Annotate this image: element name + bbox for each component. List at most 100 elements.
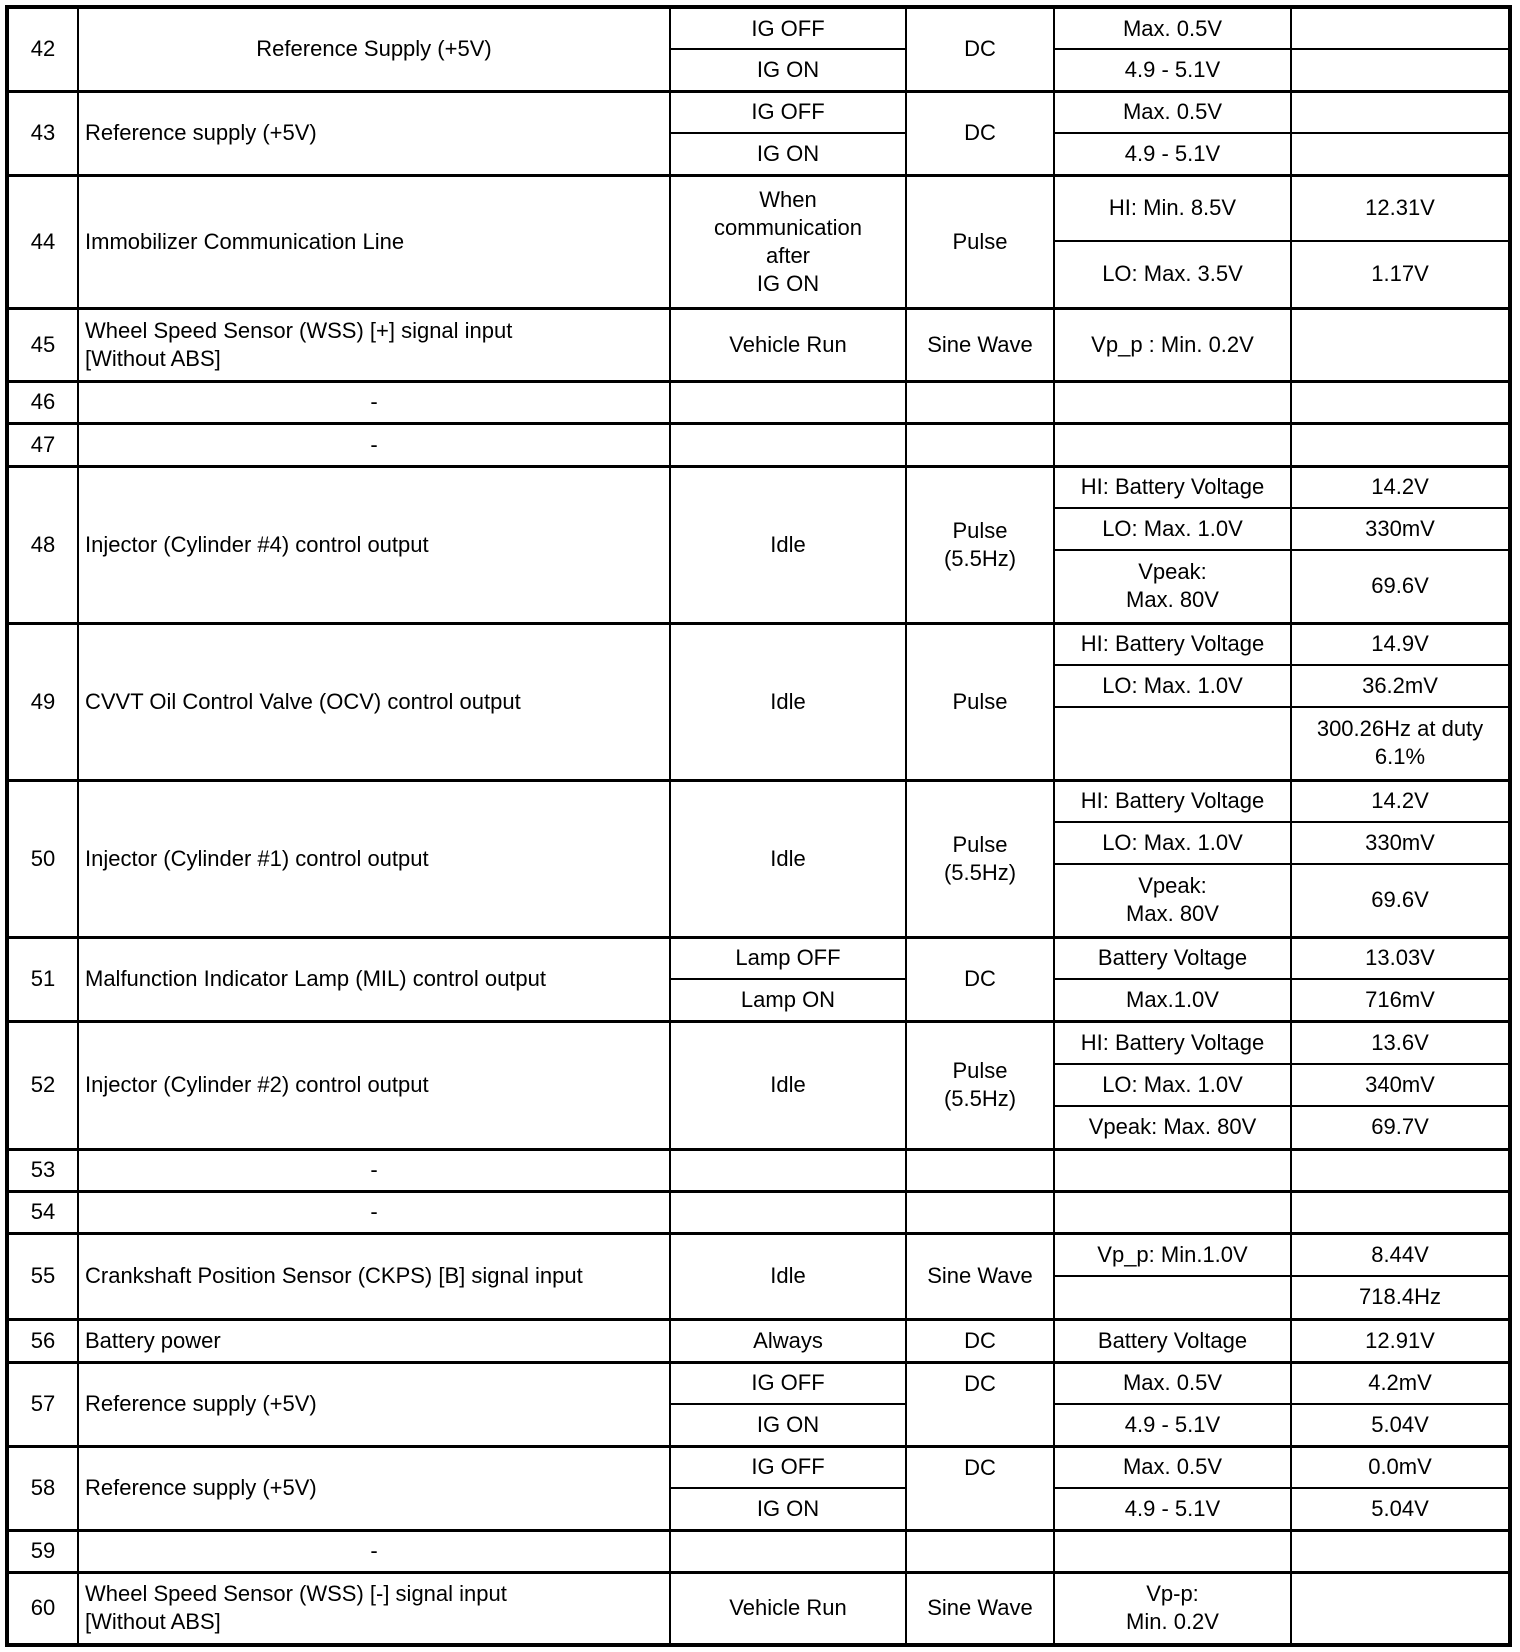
condition-cell	[669, 421, 907, 467]
condition-cell: IG ON	[669, 48, 907, 92]
pin-number: 59	[6, 1528, 79, 1573]
measured-value-cell: 69.6V	[1290, 549, 1511, 624]
specification-cell: LO: Max. 1.0V	[1053, 1063, 1292, 1107]
pin-number: 57	[6, 1360, 79, 1447]
specification-cell: Vp-p: Min. 0.2V	[1053, 1570, 1292, 1646]
signal-type-cell	[905, 421, 1055, 467]
pin-number: 42	[6, 5, 79, 92]
specification-cell: Battery Voltage	[1053, 935, 1292, 980]
table-row: 57 Reference supply (+5V) IG OFF DC Max. 0.5…	[6, 1360, 1511, 1447]
pin-number: 52	[6, 1019, 79, 1150]
signal-type-cell: DC	[905, 89, 1055, 176]
specification-cell: HI: Battery Voltage	[1053, 464, 1292, 509]
specification-cell: Max. 0.5V	[1053, 89, 1292, 134]
pin-description: -	[77, 379, 671, 424]
measured-value-cell	[1290, 1528, 1511, 1573]
signal-type-cell	[905, 1147, 1055, 1192]
table-row: 46-	[6, 379, 1511, 424]
table-row: LO: Max. 1.0V 330mV	[7, 507, 1511, 551]
measured-value-cell	[1290, 1189, 1511, 1234]
table-row: 51 Malfunction Indicator Lamp (MIL) contr…	[6, 935, 1511, 1022]
condition-cell: When communication after IG ON	[669, 173, 907, 309]
measured-value-cell	[1290, 5, 1511, 50]
condition-cell: IG OFF	[669, 1444, 907, 1489]
table-row: 718.4Hz	[7, 1275, 1511, 1320]
table-row: LO: Max. 3.5V 1.17V	[7, 240, 1511, 309]
measured-value-cell: 14.2V	[1290, 778, 1511, 823]
measured-value-cell: 330mV	[1290, 507, 1511, 551]
condition-cell: IG ON	[669, 1403, 907, 1447]
measured-value-cell: 1.17V	[1290, 240, 1511, 309]
table-row: 60 Wheel Speed Sensor (WSS) [-] signal in…	[6, 1570, 1511, 1646]
table-row: Lamp ON Max.1.0V 716mV	[7, 978, 1511, 1022]
table-row: IG ON 4.9 - 5.1V 5.04V	[7, 1487, 1511, 1531]
pin-number: 46	[6, 379, 79, 424]
condition-cell	[669, 1147, 907, 1192]
pin-number: 47	[6, 421, 79, 467]
measured-value-cell	[1290, 379, 1511, 424]
measured-value-cell: 0.0mV	[1290, 1444, 1511, 1489]
measured-value-cell	[1290, 132, 1511, 176]
specification-cell	[1053, 1189, 1292, 1234]
table-row: LO: Max. 1.0V 330mV	[7, 821, 1511, 865]
pin-description: Reference supply (+5V)	[77, 89, 671, 176]
specification-cell: 4.9 - 5.1V	[1053, 1487, 1292, 1531]
measured-value-cell: 8.44V	[1290, 1231, 1511, 1277]
pin-description: -	[77, 1147, 671, 1192]
measured-value-cell: 14.9V	[1290, 621, 1511, 666]
signal-type-cell	[905, 1189, 1055, 1234]
measured-value-cell	[1290, 1147, 1511, 1192]
pin-description: -	[77, 421, 671, 467]
table-row: 54-	[6, 1189, 1511, 1234]
measured-value-cell	[1290, 48, 1511, 92]
table-row: 52 Injector (Cylinder #2) control output I…	[6, 1019, 1511, 1150]
specification-cell: HI: Battery Voltage	[1053, 1019, 1292, 1065]
table-row: 56 Battery power Always DC Battery Voltage 12…	[6, 1317, 1511, 1363]
specification-cell: Vpeak: Max. 80V	[1053, 863, 1292, 938]
condition-cell: IG ON	[669, 1487, 907, 1531]
table-row: Vpeak: Max. 80V 69.6V	[7, 549, 1511, 624]
table-row: Vpeak: Max. 80V 69.7V	[7, 1105, 1511, 1150]
specification-cell: HI: Battery Voltage	[1053, 778, 1292, 823]
pin-number: 54	[6, 1189, 79, 1234]
pin-description: Immobilizer Communication Line	[77, 173, 671, 309]
specification-cell: LO: Max. 3.5V	[1053, 240, 1292, 309]
measured-value-cell: 330mV	[1290, 821, 1511, 865]
signal-type-cell: Pulse (5.5Hz)	[905, 778, 1055, 938]
specification-cell: Max.1.0V	[1053, 978, 1292, 1022]
signal-type-cell: Pulse	[905, 173, 1055, 309]
pin-description: CVVT Oil Control Valve (OCV) control out…	[77, 621, 671, 781]
signal-type-cell	[905, 379, 1055, 424]
pin-description: -	[77, 1528, 671, 1573]
measured-value-cell: 300.26Hz at duty 6.1%	[1290, 706, 1511, 781]
signal-type-cell: Sine Wave	[905, 1231, 1055, 1320]
specification-cell: HI: Battery Voltage	[1053, 621, 1292, 666]
specification-cell: Battery Voltage	[1053, 1317, 1292, 1363]
pin-number: 48	[6, 464, 79, 624]
specification-cell: Vp_p: Min.1.0V	[1053, 1231, 1292, 1277]
signal-type-cell: DC	[905, 1444, 1055, 1531]
specification-cell	[1053, 1275, 1292, 1320]
table-row: IG ON 4.9 - 5.1V 5.04V	[7, 1403, 1511, 1447]
measured-value-cell: 5.04V	[1290, 1403, 1511, 1447]
pin-description: Injector (Cylinder #1) control output	[77, 778, 671, 938]
condition-cell: Lamp ON	[669, 978, 907, 1022]
pin-description: Injector (Cylinder #2) control output	[77, 1019, 671, 1150]
pin-spec-table: 42 Reference Supply (+5V) IG OFF DC Max. 0.5…	[5, 5, 1512, 1647]
condition-cell: Always	[669, 1317, 907, 1363]
measured-value-cell	[1290, 1570, 1511, 1646]
specification-cell: LO: Max. 1.0V	[1053, 664, 1292, 708]
table-row: LO: Max. 1.0V 36.2mV	[7, 664, 1511, 708]
pin-description: Malfunction Indicator Lamp (MIL) control…	[77, 935, 671, 1022]
condition-cell: Vehicle Run	[669, 306, 907, 382]
condition-cell: Vehicle Run	[669, 1570, 907, 1646]
condition-cell	[669, 379, 907, 424]
measured-value-cell: 716mV	[1290, 978, 1511, 1022]
table-row: IG ON 4.9 - 5.1V	[7, 132, 1511, 176]
measured-value-cell: 36.2mV	[1290, 664, 1511, 708]
measured-value-cell	[1290, 89, 1511, 134]
signal-type-cell: DC	[905, 1360, 1055, 1447]
measured-value-cell: 5.04V	[1290, 1487, 1511, 1531]
condition-cell	[669, 1528, 907, 1573]
measured-value-cell	[1290, 306, 1511, 382]
